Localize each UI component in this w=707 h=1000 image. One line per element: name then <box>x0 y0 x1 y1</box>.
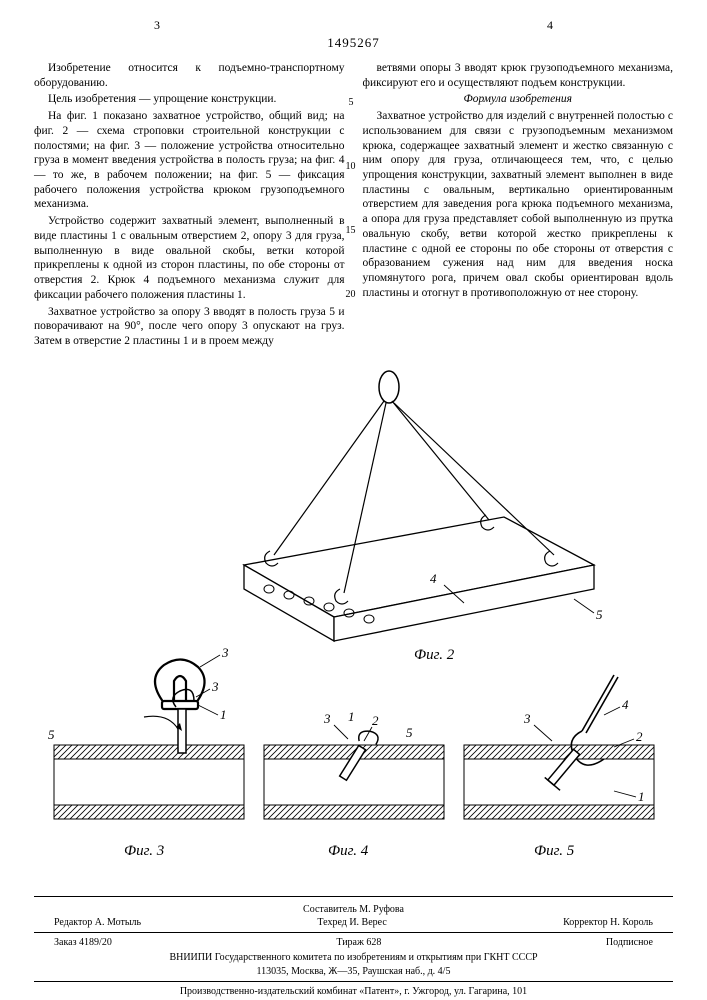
ref-3: 3 <box>221 645 229 660</box>
ref-4: 4 <box>622 697 629 712</box>
tech: Техред И. Верес <box>317 916 386 930</box>
page-num-right: 4 <box>547 18 553 33</box>
tirage: Тираж 628 <box>336 936 381 950</box>
ref-5: 5 <box>48 727 55 742</box>
ref-1: 1 <box>348 709 355 724</box>
patent-number: 1495267 <box>34 35 673 51</box>
addr: 113035, Москва, Ж—35, Раушская наб., д. … <box>34 965 673 983</box>
cross-sections: 5 3 Фиг. 3 <box>48 675 654 859</box>
line-marker: 5 <box>349 97 354 110</box>
ref-4: 4 <box>430 571 437 586</box>
text-columns: Изобретение относится к подъемно-транспо… <box>34 61 673 351</box>
compiler: Составитель М. Руфова <box>34 903 673 917</box>
ref-3: 3 <box>523 711 531 726</box>
fig3-label: Фиг. 3 <box>124 843 164 859</box>
para: ветвями опоры 3 вводят крюк грузоподъемн… <box>363 61 674 90</box>
ref-3: 3 <box>211 679 219 694</box>
ref-2: 2 <box>636 729 643 744</box>
fig2-label: Фиг. 2 <box>414 647 455 663</box>
para: На фиг. 1 показано захватное устройство,… <box>34 109 345 212</box>
figure-2: 4 5 Фиг. 2 <box>244 371 603 663</box>
corrector: Корректор Н. Король <box>563 916 653 930</box>
fig5-label: Фиг. 5 <box>534 843 575 859</box>
editor-row: Редактор А. Мотыль Техред И. Верес Корре… <box>34 916 673 930</box>
fig4-label: Фиг. 4 <box>328 843 369 859</box>
org: ВНИИПИ Государственного комитета по изоб… <box>34 951 673 965</box>
line-marker: 15 <box>346 225 356 238</box>
line-marker: 20 <box>346 289 356 302</box>
patent-page: 3 4 1495267 Изобретение относится к подъ… <box>0 0 707 1000</box>
para: Изобретение относится к подъемно-транспо… <box>34 61 345 90</box>
header-page-numbers: 3 4 <box>34 18 673 33</box>
ref-5: 5 <box>406 725 413 740</box>
para: Цель изобретения — упрощение конструкции… <box>34 92 345 107</box>
ref-5: 5 <box>596 607 603 622</box>
para: Захватное устройство для изделий с внутр… <box>363 109 674 300</box>
ref-2: 2 <box>372 713 379 728</box>
imprint-footer: Составитель М. Руфова Редактор А. Мотыль… <box>34 896 673 999</box>
ref-3: 3 <box>323 711 331 726</box>
order: Заказ 4189/20 <box>54 936 112 950</box>
figures-svg: 4 5 Фиг. 2 3 1 <box>34 355 673 885</box>
figures-block: 4 5 Фиг. 2 3 1 <box>34 355 673 890</box>
formula-title: Формула изобретения <box>363 92 674 107</box>
para: Устройство содержит захватный элемент, в… <box>34 214 345 302</box>
page-num-left: 3 <box>154 18 160 33</box>
order-row: Заказ 4189/20 Тираж 628 Подписное <box>34 932 673 950</box>
line-marker: 10 <box>346 161 356 174</box>
left-column: Изобретение относится к подъемно-транспо… <box>34 61 345 351</box>
ref-1: 1 <box>220 707 227 722</box>
ref-1: 1 <box>638 789 645 804</box>
right-column: 5 10 15 20 ветвями опоры 3 вводят крюк г… <box>363 61 674 351</box>
para: Захватное устройство за опору 3 вводят в… <box>34 305 345 349</box>
sign: Подписное <box>606 936 653 950</box>
editor: Редактор А. Мотыль <box>54 916 141 930</box>
prod: Производственно-издательский комбинат «П… <box>34 982 673 999</box>
